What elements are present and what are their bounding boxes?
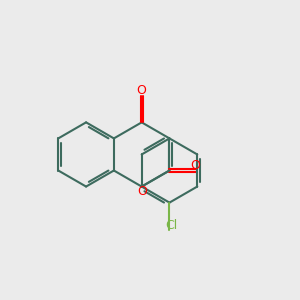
Text: O: O (190, 159, 200, 172)
Text: O: O (136, 84, 146, 97)
Text: Cl: Cl (165, 219, 177, 232)
Text: O: O (137, 185, 147, 198)
